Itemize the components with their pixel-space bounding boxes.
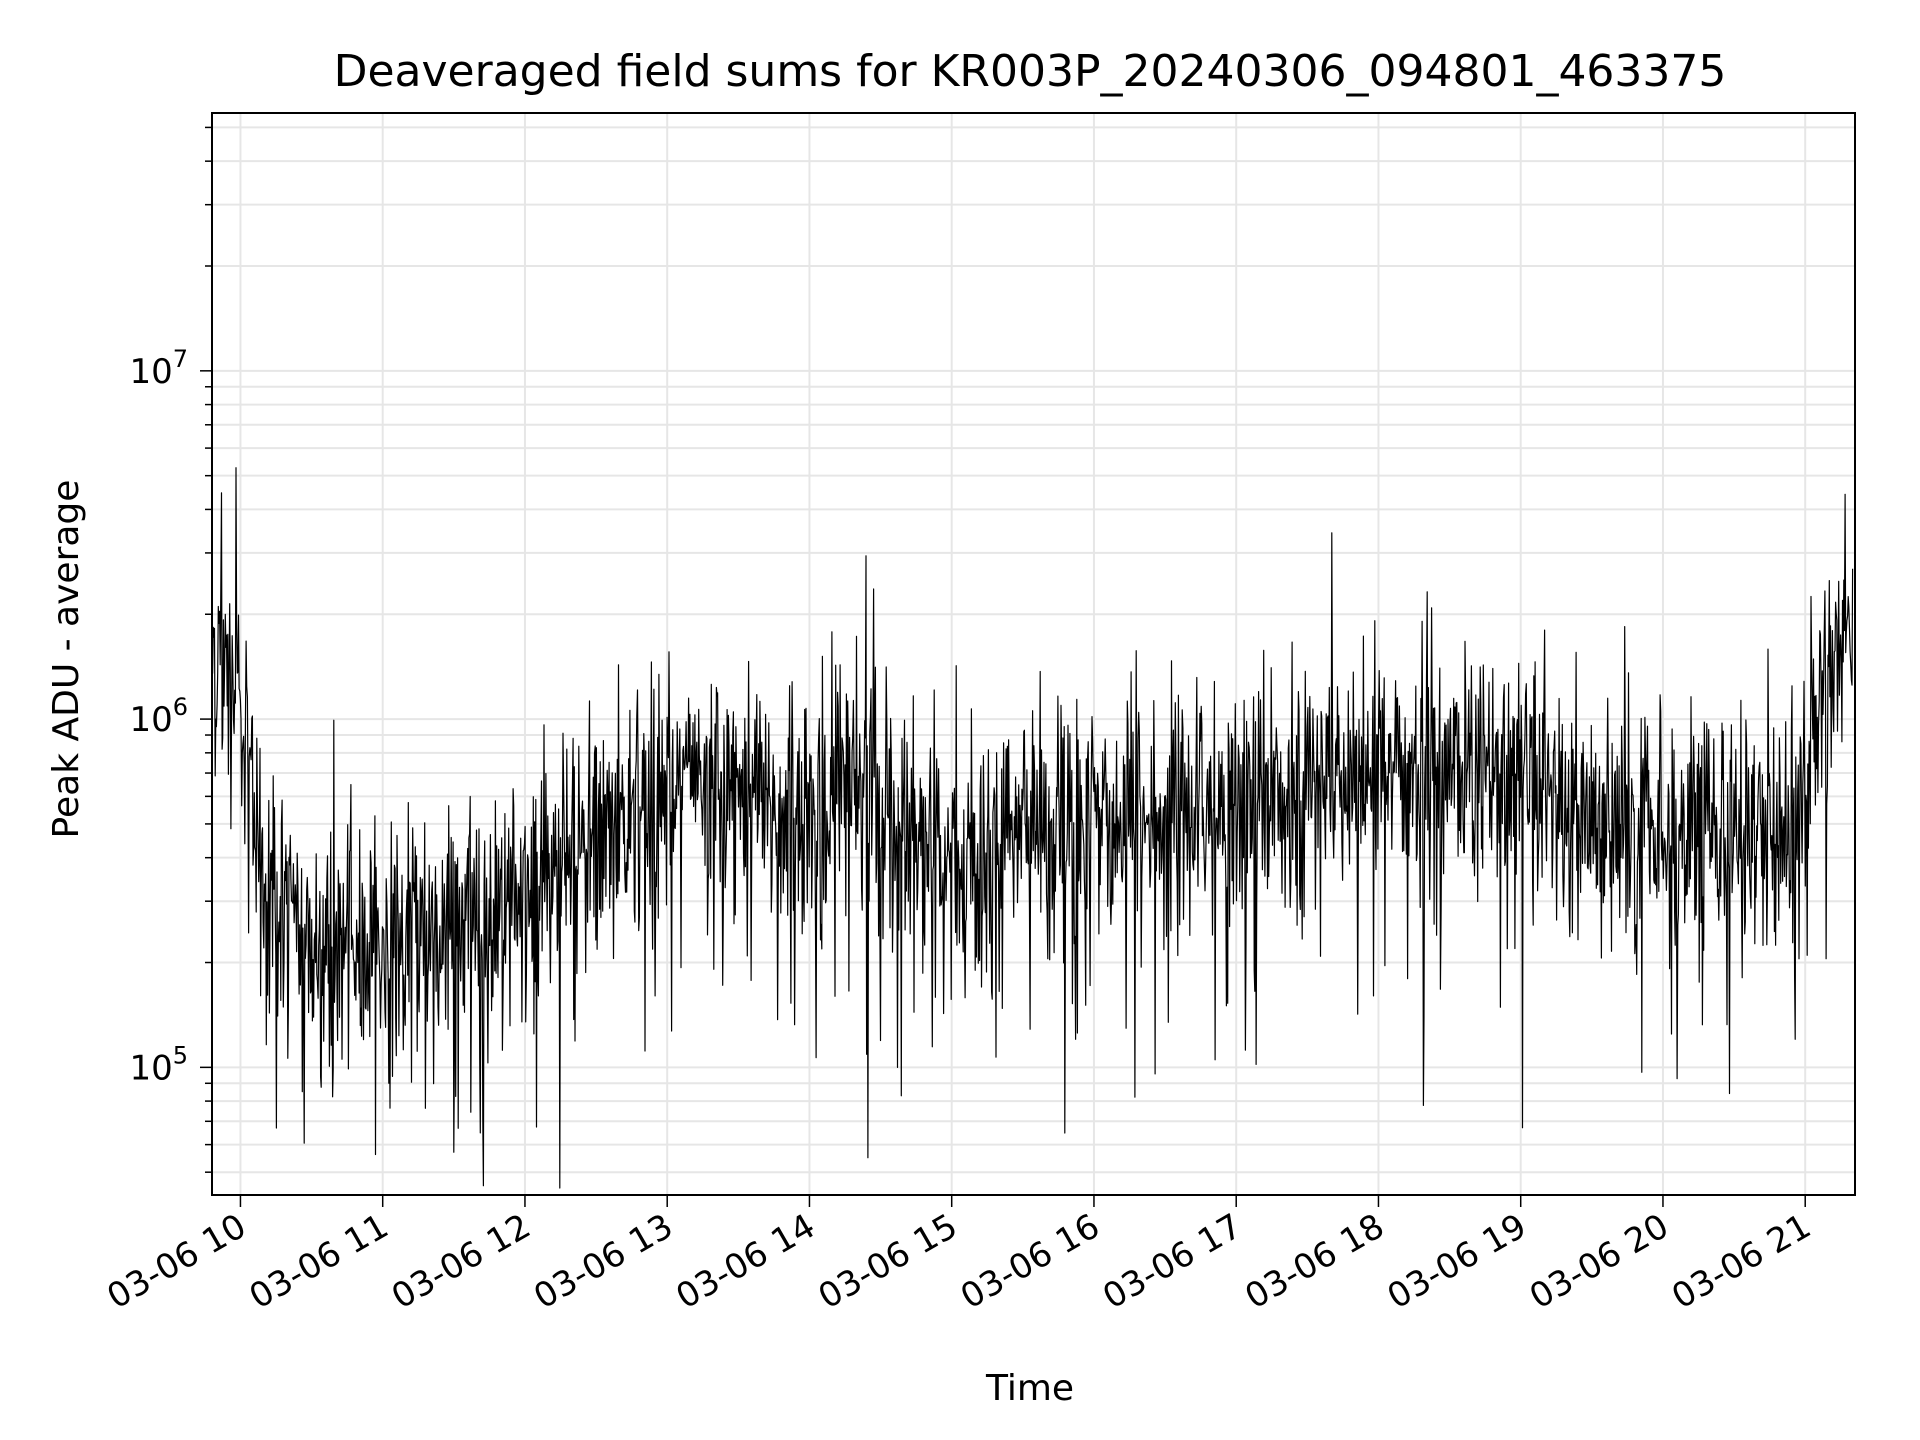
y-axis-label: Peak ADU - average xyxy=(46,480,87,839)
chart-title: Deaveraged field sums for KR003P_2024030… xyxy=(334,46,1727,97)
x-axis-label: Time xyxy=(985,1368,1074,1409)
series-line-0 xyxy=(211,467,1854,1189)
series-layer xyxy=(211,467,1854,1189)
y-tick-label: 105 xyxy=(129,1041,188,1088)
y-tick-label: 106 xyxy=(129,693,188,740)
plot-frame xyxy=(211,112,1856,1196)
y-tick-label: 107 xyxy=(129,345,188,392)
